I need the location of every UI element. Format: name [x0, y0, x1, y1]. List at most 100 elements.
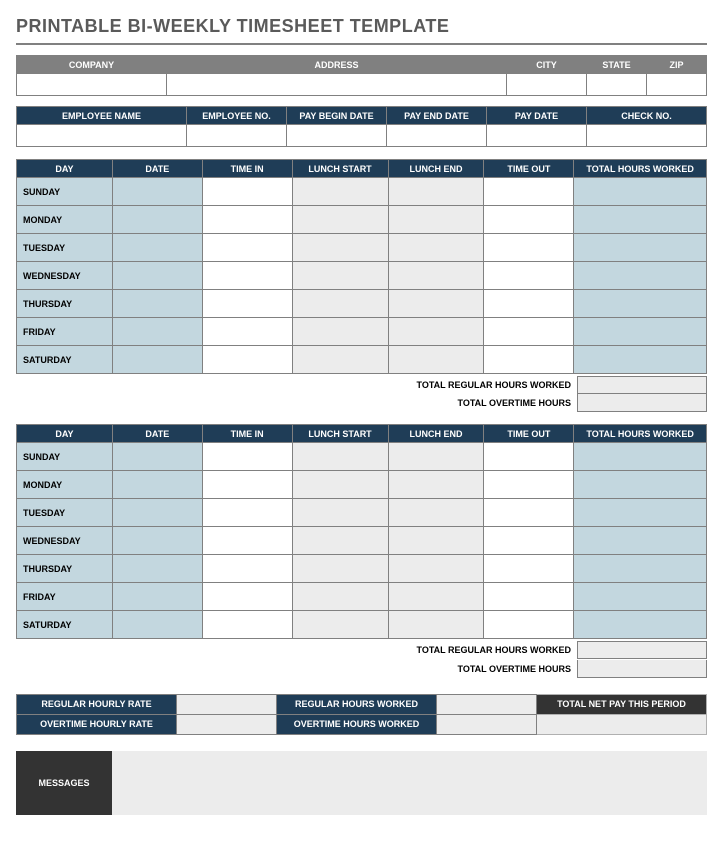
- w2-timeout-3[interactable]: [484, 527, 574, 555]
- w2-total-0[interactable]: [574, 443, 707, 471]
- w2-date-5[interactable]: [112, 583, 202, 611]
- w1-date-1[interactable]: [112, 206, 202, 234]
- w1-timein-0[interactable]: [202, 178, 292, 206]
- w1-lunchend-6[interactable]: [388, 346, 484, 374]
- pay-date-cell[interactable]: [487, 125, 587, 147]
- w2-timein-6[interactable]: [202, 611, 292, 639]
- w2-lunchend-5[interactable]: [388, 583, 484, 611]
- w1-total-1[interactable]: [574, 206, 707, 234]
- w2-timein-5[interactable]: [202, 583, 292, 611]
- w1-timein-5[interactable]: [202, 318, 292, 346]
- city-cell[interactable]: [507, 74, 587, 96]
- w1-date-5[interactable]: [112, 318, 202, 346]
- w1-lunchend-0[interactable]: [388, 178, 484, 206]
- w2-lunchstart-5[interactable]: [292, 583, 388, 611]
- w2-lunchend-6[interactable]: [388, 611, 484, 639]
- w2-timeout-4[interactable]: [484, 555, 574, 583]
- company-cell[interactable]: [17, 74, 167, 96]
- w1-timein-3[interactable]: [202, 262, 292, 290]
- reg-rate-value[interactable]: [177, 694, 277, 714]
- w1-lunchend-3[interactable]: [388, 262, 484, 290]
- w1-total-6[interactable]: [574, 346, 707, 374]
- w2-date-3[interactable]: [112, 527, 202, 555]
- w1-lunchstart-6[interactable]: [292, 346, 388, 374]
- w1-reg-total-value[interactable]: [577, 376, 707, 394]
- w2-timeout-2[interactable]: [484, 499, 574, 527]
- w2-total-3[interactable]: [574, 527, 707, 555]
- w1-total-5[interactable]: [574, 318, 707, 346]
- w2-timeout-6[interactable]: [484, 611, 574, 639]
- w1-ot-total-value[interactable]: [577, 394, 707, 412]
- messages-box[interactable]: [112, 751, 707, 815]
- net-pay-value[interactable]: [537, 714, 707, 734]
- pay-begin-cell[interactable]: [287, 125, 387, 147]
- w2-timeout-0[interactable]: [484, 443, 574, 471]
- zip-cell[interactable]: [647, 74, 707, 96]
- w1-total-2[interactable]: [574, 234, 707, 262]
- w2-date-0[interactable]: [112, 443, 202, 471]
- ot-rate-value[interactable]: [177, 714, 277, 734]
- w2-lunchend-2[interactable]: [388, 499, 484, 527]
- w1-timein-4[interactable]: [202, 290, 292, 318]
- reg-hours-value[interactable]: [437, 694, 537, 714]
- w1-lunchend-1[interactable]: [388, 206, 484, 234]
- w2-date-4[interactable]: [112, 555, 202, 583]
- w2-total-5[interactable]: [574, 583, 707, 611]
- check-no-cell[interactable]: [587, 125, 707, 147]
- w2-total-6[interactable]: [574, 611, 707, 639]
- w1-lunchstart-2[interactable]: [292, 234, 388, 262]
- w2-lunchstart-4[interactable]: [292, 555, 388, 583]
- w1-timeout-6[interactable]: [484, 346, 574, 374]
- w1-total-4[interactable]: [574, 290, 707, 318]
- w1-date-2[interactable]: [112, 234, 202, 262]
- w1-lunchend-4[interactable]: [388, 290, 484, 318]
- w2-lunchstart-0[interactable]: [292, 443, 388, 471]
- w1-total-3[interactable]: [574, 262, 707, 290]
- w2-total-1[interactable]: [574, 471, 707, 499]
- w1-date-4[interactable]: [112, 290, 202, 318]
- w2-lunchstart-1[interactable]: [292, 471, 388, 499]
- w2-lunchstart-3[interactable]: [292, 527, 388, 555]
- w2-reg-total-value[interactable]: [577, 641, 707, 659]
- w2-total-2[interactable]: [574, 499, 707, 527]
- w2-date-6[interactable]: [112, 611, 202, 639]
- w2-timein-0[interactable]: [202, 443, 292, 471]
- w2-timein-4[interactable]: [202, 555, 292, 583]
- w1-timein-6[interactable]: [202, 346, 292, 374]
- ot-hours-value[interactable]: [437, 714, 537, 734]
- w2-timein-1[interactable]: [202, 471, 292, 499]
- w1-timeout-4[interactable]: [484, 290, 574, 318]
- w2-timein-3[interactable]: [202, 527, 292, 555]
- w1-timeout-3[interactable]: [484, 262, 574, 290]
- w1-lunchstart-4[interactable]: [292, 290, 388, 318]
- w2-lunchend-3[interactable]: [388, 527, 484, 555]
- w1-timein-1[interactable]: [202, 206, 292, 234]
- w1-lunchend-5[interactable]: [388, 318, 484, 346]
- w1-total-0[interactable]: [574, 178, 707, 206]
- w1-date-0[interactable]: [112, 178, 202, 206]
- w1-lunchstart-5[interactable]: [292, 318, 388, 346]
- w1-lunchstart-3[interactable]: [292, 262, 388, 290]
- w1-date-6[interactable]: [112, 346, 202, 374]
- w1-timeout-2[interactable]: [484, 234, 574, 262]
- w2-lunchend-1[interactable]: [388, 471, 484, 499]
- w2-total-4[interactable]: [574, 555, 707, 583]
- w1-lunchstart-1[interactable]: [292, 206, 388, 234]
- emp-no-cell[interactable]: [187, 125, 287, 147]
- w1-lunchstart-0[interactable]: [292, 178, 388, 206]
- w1-timeout-0[interactable]: [484, 178, 574, 206]
- w1-timein-2[interactable]: [202, 234, 292, 262]
- w2-timeout-5[interactable]: [484, 583, 574, 611]
- state-cell[interactable]: [587, 74, 647, 96]
- w2-ot-total-value[interactable]: [577, 660, 707, 678]
- pay-end-cell[interactable]: [387, 125, 487, 147]
- w2-lunchend-4[interactable]: [388, 555, 484, 583]
- w2-timein-2[interactable]: [202, 499, 292, 527]
- emp-name-cell[interactable]: [17, 125, 187, 147]
- w1-lunchend-2[interactable]: [388, 234, 484, 262]
- w1-timeout-5[interactable]: [484, 318, 574, 346]
- w1-timeout-1[interactable]: [484, 206, 574, 234]
- w2-lunchend-0[interactable]: [388, 443, 484, 471]
- w2-date-2[interactable]: [112, 499, 202, 527]
- w2-lunchstart-6[interactable]: [292, 611, 388, 639]
